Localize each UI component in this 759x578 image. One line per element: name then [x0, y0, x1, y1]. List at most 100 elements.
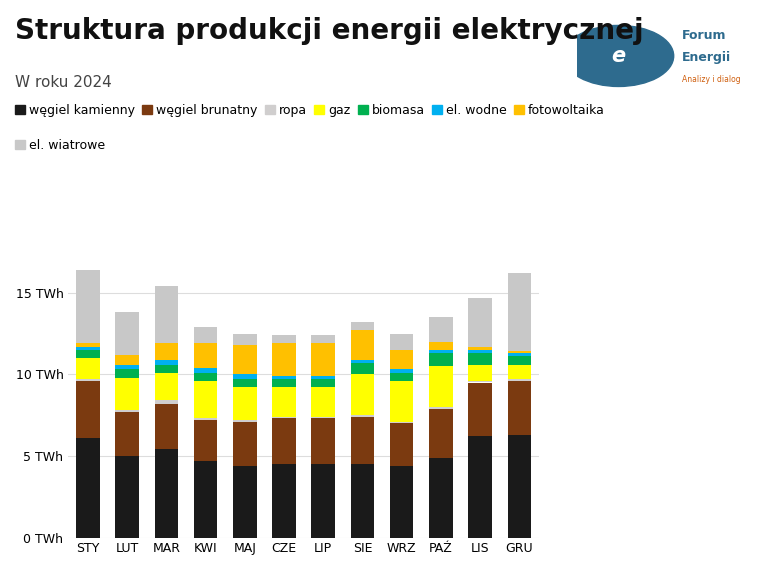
Bar: [272, 343, 296, 376]
Bar: [311, 376, 335, 379]
Bar: [155, 365, 178, 373]
Bar: [351, 417, 374, 464]
Bar: [272, 417, 296, 418]
Bar: [390, 373, 414, 381]
Bar: [194, 373, 217, 381]
Bar: [272, 376, 296, 379]
Bar: [508, 435, 531, 538]
Bar: [468, 347, 492, 350]
Circle shape: [563, 25, 674, 87]
Bar: [76, 343, 99, 347]
Bar: [155, 286, 178, 343]
Bar: [115, 312, 139, 355]
Bar: [233, 345, 257, 375]
Text: Forum: Forum: [682, 29, 726, 42]
Bar: [351, 363, 374, 375]
Bar: [115, 365, 139, 369]
Bar: [351, 360, 374, 363]
Bar: [155, 373, 178, 401]
Bar: [351, 375, 374, 415]
Bar: [508, 273, 531, 351]
Bar: [311, 335, 335, 343]
Text: Analizy i dialog: Analizy i dialog: [682, 76, 741, 84]
Bar: [155, 360, 178, 365]
Bar: [429, 353, 452, 366]
Bar: [508, 353, 531, 357]
Bar: [390, 423, 414, 466]
Bar: [233, 334, 257, 345]
Bar: [115, 355, 139, 365]
Bar: [429, 342, 452, 350]
Bar: [311, 464, 335, 538]
Bar: [194, 381, 217, 418]
Bar: [194, 327, 217, 343]
Bar: [390, 334, 414, 350]
Bar: [155, 450, 178, 538]
Bar: [351, 464, 374, 538]
Bar: [76, 381, 99, 438]
Bar: [468, 353, 492, 365]
Bar: [429, 366, 452, 407]
Bar: [76, 347, 99, 350]
Text: e: e: [612, 46, 625, 66]
Bar: [390, 422, 414, 423]
Bar: [311, 387, 335, 417]
Bar: [76, 379, 99, 381]
Bar: [272, 418, 296, 464]
Bar: [311, 417, 335, 418]
Bar: [155, 401, 178, 403]
Bar: [468, 350, 492, 353]
Bar: [76, 270, 99, 343]
Text: Struktura produkcji energii elektrycznej: Struktura produkcji energii elektrycznej: [15, 17, 644, 45]
Bar: [311, 343, 335, 376]
Bar: [76, 358, 99, 379]
Bar: [233, 466, 257, 538]
Bar: [429, 317, 452, 342]
Bar: [508, 365, 531, 379]
Bar: [115, 377, 139, 410]
Bar: [233, 422, 257, 466]
Bar: [155, 403, 178, 450]
Bar: [311, 418, 335, 464]
Bar: [390, 369, 414, 373]
Legend: el. wiatrowe: el. wiatrowe: [15, 139, 105, 151]
Bar: [508, 357, 531, 365]
Text: Energii: Energii: [682, 51, 731, 64]
Bar: [272, 387, 296, 417]
Bar: [272, 335, 296, 343]
Bar: [390, 466, 414, 538]
Bar: [272, 464, 296, 538]
Bar: [351, 322, 374, 330]
Bar: [115, 412, 139, 456]
Bar: [233, 379, 257, 387]
Bar: [390, 381, 414, 422]
Bar: [508, 351, 531, 353]
Bar: [468, 436, 492, 538]
Legend: węgiel kamienny, węgiel brunatny, ropa, gaz, biomasa, el. wodne, fotowoltaika: węgiel kamienny, węgiel brunatny, ropa, …: [15, 104, 605, 117]
Bar: [429, 350, 452, 353]
Bar: [194, 343, 217, 368]
Bar: [429, 407, 452, 409]
Bar: [468, 298, 492, 347]
Bar: [194, 461, 217, 538]
Text: W roku 2024: W roku 2024: [15, 75, 112, 90]
Bar: [508, 379, 531, 381]
Bar: [115, 456, 139, 538]
Bar: [194, 368, 217, 373]
Bar: [115, 410, 139, 412]
Bar: [233, 420, 257, 422]
Bar: [468, 383, 492, 436]
Bar: [429, 409, 452, 458]
Bar: [468, 365, 492, 381]
Bar: [76, 350, 99, 358]
Bar: [233, 387, 257, 420]
Bar: [76, 438, 99, 538]
Bar: [468, 381, 492, 383]
Bar: [351, 415, 374, 417]
Bar: [155, 343, 178, 360]
Bar: [115, 369, 139, 377]
Bar: [272, 379, 296, 387]
Bar: [194, 418, 217, 420]
Bar: [194, 420, 217, 461]
Bar: [311, 379, 335, 387]
